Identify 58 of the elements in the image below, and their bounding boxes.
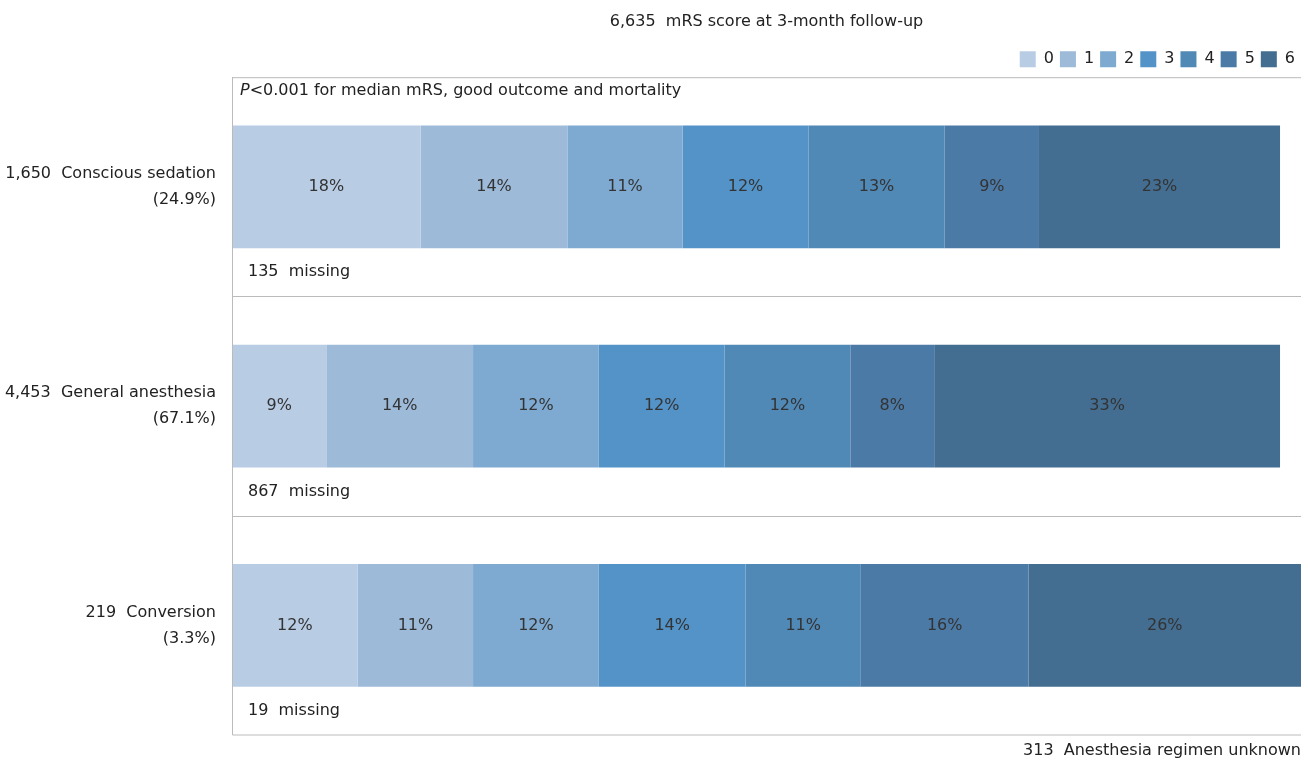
data-label: 18% — [308, 175, 345, 195]
legend-label: 2 — [1124, 48, 1135, 68]
bar — [808, 125, 945, 249]
data-label: 11% — [397, 614, 434, 634]
bar — [598, 344, 725, 468]
data-label: 9% — [979, 175, 1005, 195]
bar — [860, 563, 1029, 687]
legend-label: 5 — [1244, 48, 1255, 68]
data-label: 12% — [769, 395, 806, 415]
bar — [326, 344, 474, 468]
y-tick-label: 219 Conversion (3.3%) — [85, 601, 216, 647]
bar — [567, 125, 683, 249]
bar — [473, 563, 599, 687]
data-label: 14% — [381, 395, 418, 415]
bar — [473, 344, 599, 468]
data-label: 12% — [518, 614, 554, 634]
bar — [944, 125, 1039, 249]
chart-title: 6,635 mRS score at 3-month follow-up — [609, 10, 924, 30]
bar — [850, 344, 935, 468]
data-label: 9% — [266, 395, 292, 415]
bar — [232, 344, 327, 468]
annotation: 19 missing — [248, 699, 340, 719]
y-tick-label: 4,453 General anesthesia (67.1%) — [4, 382, 216, 428]
data-label: 12% — [643, 395, 680, 415]
data-label: 8% — [879, 395, 905, 415]
bar — [420, 125, 568, 249]
data-label: 12% — [518, 395, 554, 415]
bar — [682, 125, 809, 249]
bar — [598, 563, 746, 687]
bar — [745, 563, 861, 687]
data-label: 11% — [607, 175, 643, 195]
bar — [357, 563, 474, 687]
legend-label: 4 — [1204, 48, 1215, 68]
annotation: 135 missing — [248, 261, 351, 281]
bar — [1028, 563, 1301, 687]
bar — [232, 125, 421, 249]
data-label: 26% — [1146, 614, 1183, 634]
data-label: 12% — [727, 175, 764, 195]
legend-label: 3 — [1164, 48, 1175, 68]
data-label: 23% — [1141, 175, 1178, 195]
data-label: 11% — [785, 614, 821, 634]
y-tick-label: 1,650 Conscious sedation (24.9%) — [5, 162, 216, 208]
annotation: P<0.001 for median mRS, good outcome and mortality — [240, 80, 682, 100]
data-label: 14% — [476, 175, 512, 195]
data-label: 16% — [926, 614, 963, 634]
bar — [724, 344, 851, 468]
bar — [232, 563, 358, 687]
legend-label: 1 — [1083, 48, 1095, 68]
legend-label: 6 — [1284, 48, 1296, 68]
data-label: 33% — [1089, 395, 1125, 415]
bar — [1038, 125, 1281, 249]
text: 313 Anesthesia regimen unknown — [1023, 740, 1301, 760]
bar — [934, 344, 1281, 468]
annotation: 867 missing — [248, 480, 351, 500]
data-label: 14% — [654, 614, 690, 634]
data-label: 12% — [277, 614, 313, 634]
legend-label: 0 — [1043, 48, 1054, 68]
data-label: 13% — [858, 175, 895, 195]
